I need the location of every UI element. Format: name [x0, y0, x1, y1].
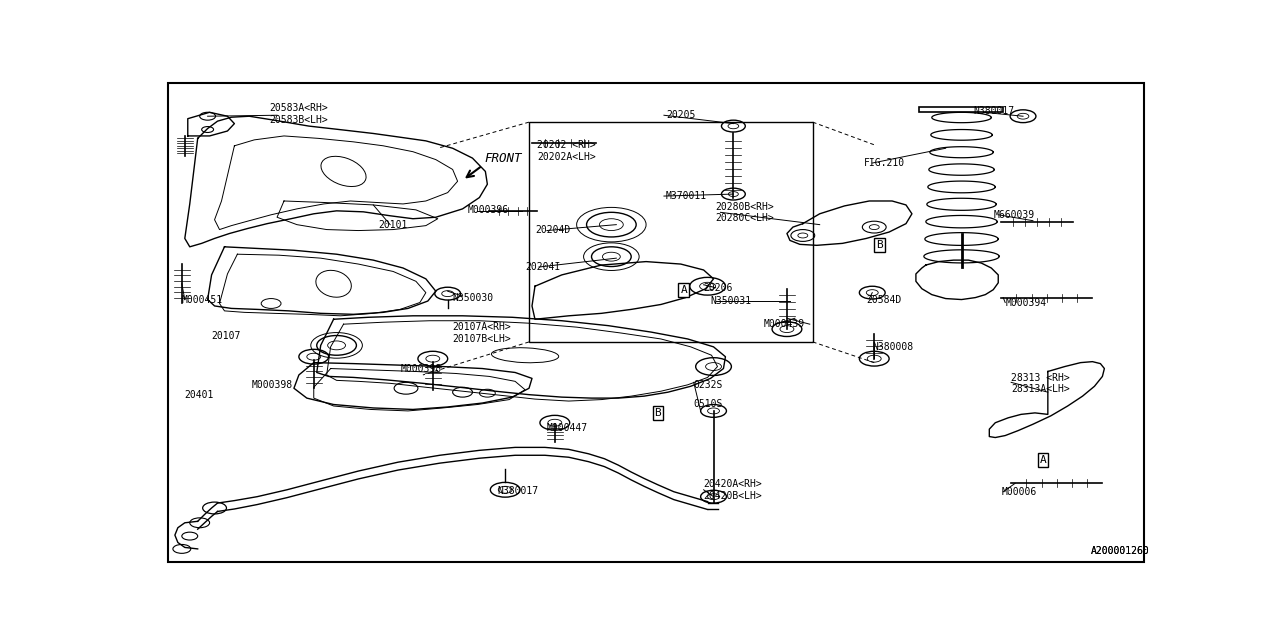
Text: M660039: M660039: [993, 210, 1034, 220]
Text: A: A: [681, 285, 687, 294]
Text: 20206: 20206: [704, 283, 733, 292]
Text: 20204D: 20204D: [535, 225, 570, 235]
Bar: [529, 122, 813, 342]
Text: 20107A<RH>
20107B<LH>: 20107A<RH> 20107B<LH>: [453, 323, 512, 344]
Text: 28313 <RH>
28313A<LH>: 28313 <RH> 28313A<LH>: [1011, 372, 1070, 394]
Text: 20205: 20205: [666, 110, 695, 120]
Text: 0232S: 0232S: [694, 380, 723, 390]
Text: N380008: N380008: [872, 342, 914, 352]
Text: M000451: M000451: [182, 294, 223, 305]
Text: M000394: M000394: [1005, 298, 1046, 308]
Text: 20420A<RH>
20420B<LH>: 20420A<RH> 20420B<LH>: [704, 479, 763, 500]
Text: N380017: N380017: [498, 486, 539, 496]
Text: N350031: N350031: [710, 296, 751, 306]
Text: B: B: [876, 241, 883, 250]
Text: M00006: M00006: [1001, 487, 1037, 497]
Text: 20107: 20107: [211, 330, 241, 340]
Text: M000398: M000398: [251, 380, 292, 390]
Text: 0510S: 0510S: [694, 399, 723, 409]
Text: N380017: N380017: [973, 106, 1015, 116]
Text: M000396: M000396: [467, 205, 508, 215]
Text: 20584D: 20584D: [867, 294, 901, 305]
Text: 20101: 20101: [379, 220, 407, 230]
Text: M370011: M370011: [666, 191, 707, 201]
Text: 20204I: 20204I: [525, 262, 561, 272]
Text: M000439: M000439: [763, 319, 804, 329]
Text: A: A: [1039, 455, 1046, 465]
Text: A200001260: A200001260: [1091, 546, 1149, 556]
Bar: [919, 108, 1004, 112]
Text: 20280B<RH>
20280C<LH>: 20280B<RH> 20280C<LH>: [716, 202, 774, 223]
Text: 20583A<RH>
20583B<LH>: 20583A<RH> 20583B<LH>: [269, 103, 328, 125]
Text: B: B: [654, 408, 662, 418]
Text: M000447: M000447: [547, 422, 588, 433]
Text: N350030: N350030: [453, 292, 494, 303]
Text: 20202 <RH>
20202A<LH>: 20202 <RH> 20202A<LH>: [538, 140, 595, 161]
Text: M000398: M000398: [401, 364, 442, 374]
Text: 20401: 20401: [184, 390, 214, 399]
Text: FRONT: FRONT: [484, 152, 522, 164]
Text: FIG.210: FIG.210: [864, 158, 905, 168]
Text: A200001260: A200001260: [1091, 546, 1149, 556]
